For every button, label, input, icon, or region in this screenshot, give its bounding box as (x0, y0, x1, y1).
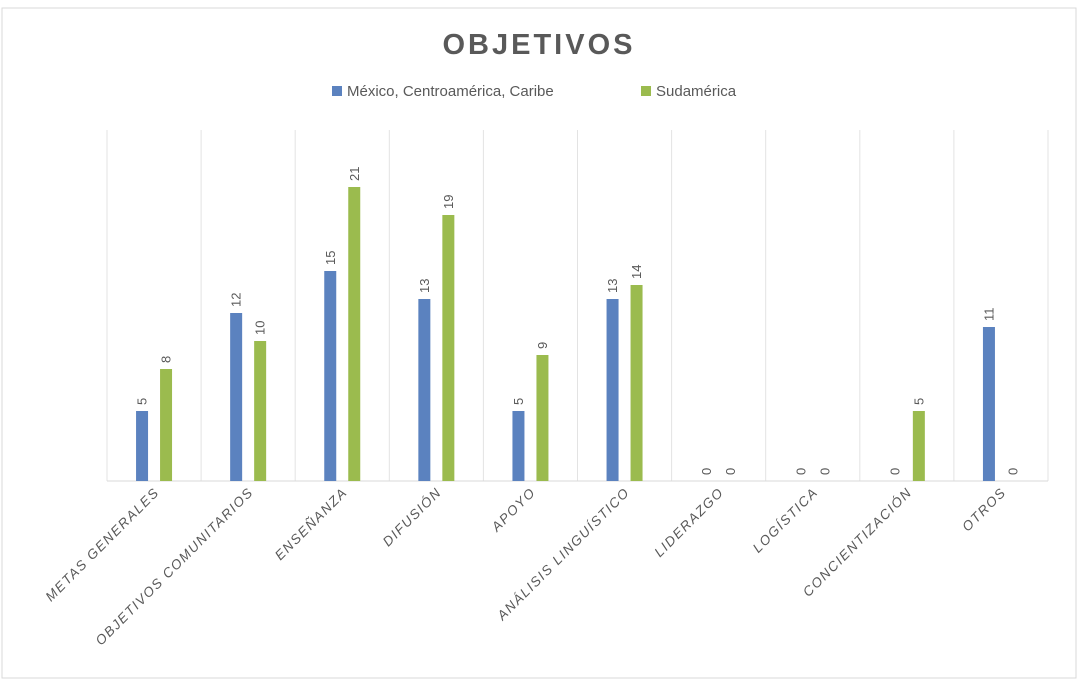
data-label: 10 (253, 321, 268, 335)
bar-1-2 (348, 187, 361, 481)
chart-border (1, 7, 1077, 679)
bar-0-9 (982, 327, 995, 481)
data-label: 0 (723, 468, 738, 475)
bar-1-5 (630, 285, 643, 481)
bar-1-3 (442, 215, 455, 481)
bar-1-8 (912, 411, 925, 481)
data-label: 13 (417, 279, 432, 293)
data-label: 14 (629, 265, 644, 279)
data-label: 5 (135, 398, 150, 405)
bar-0-1 (230, 313, 243, 481)
legend: México, Centroamérica, Caribe Sudamérica (332, 83, 737, 100)
data-label: 19 (441, 195, 456, 209)
bar-0-3 (418, 299, 431, 481)
chart-title: OBJETIVOS (443, 29, 636, 61)
data-label: 8 (159, 356, 174, 363)
bar-0-4 (512, 411, 525, 481)
data-label: 11 (981, 308, 996, 322)
legend-label-1: Sudamérica (656, 83, 737, 100)
bar-0-0 (136, 411, 149, 481)
legend-label-0: México, Centroamérica, Caribe (347, 83, 554, 100)
data-label: 0 (817, 468, 832, 475)
data-label: 5 (911, 398, 926, 405)
bar-1-0 (160, 369, 173, 481)
legend-swatch-0 (332, 86, 342, 96)
data-label: 5 (511, 398, 526, 405)
bar-1-1 (254, 341, 267, 481)
data-label: 0 (699, 468, 714, 475)
bar-1-4 (536, 355, 549, 481)
data-label: 12 (229, 293, 244, 307)
legend-swatch-1 (641, 86, 651, 96)
bar-0-5 (606, 299, 619, 481)
data-label: 9 (535, 342, 550, 349)
data-label: 13 (605, 279, 620, 293)
data-label: 0 (1005, 468, 1020, 475)
data-label: 15 (323, 251, 338, 265)
data-label: 21 (347, 167, 362, 181)
bar-0-2 (324, 271, 337, 481)
data-label: 0 (887, 468, 902, 475)
data-label: 0 (793, 468, 808, 475)
